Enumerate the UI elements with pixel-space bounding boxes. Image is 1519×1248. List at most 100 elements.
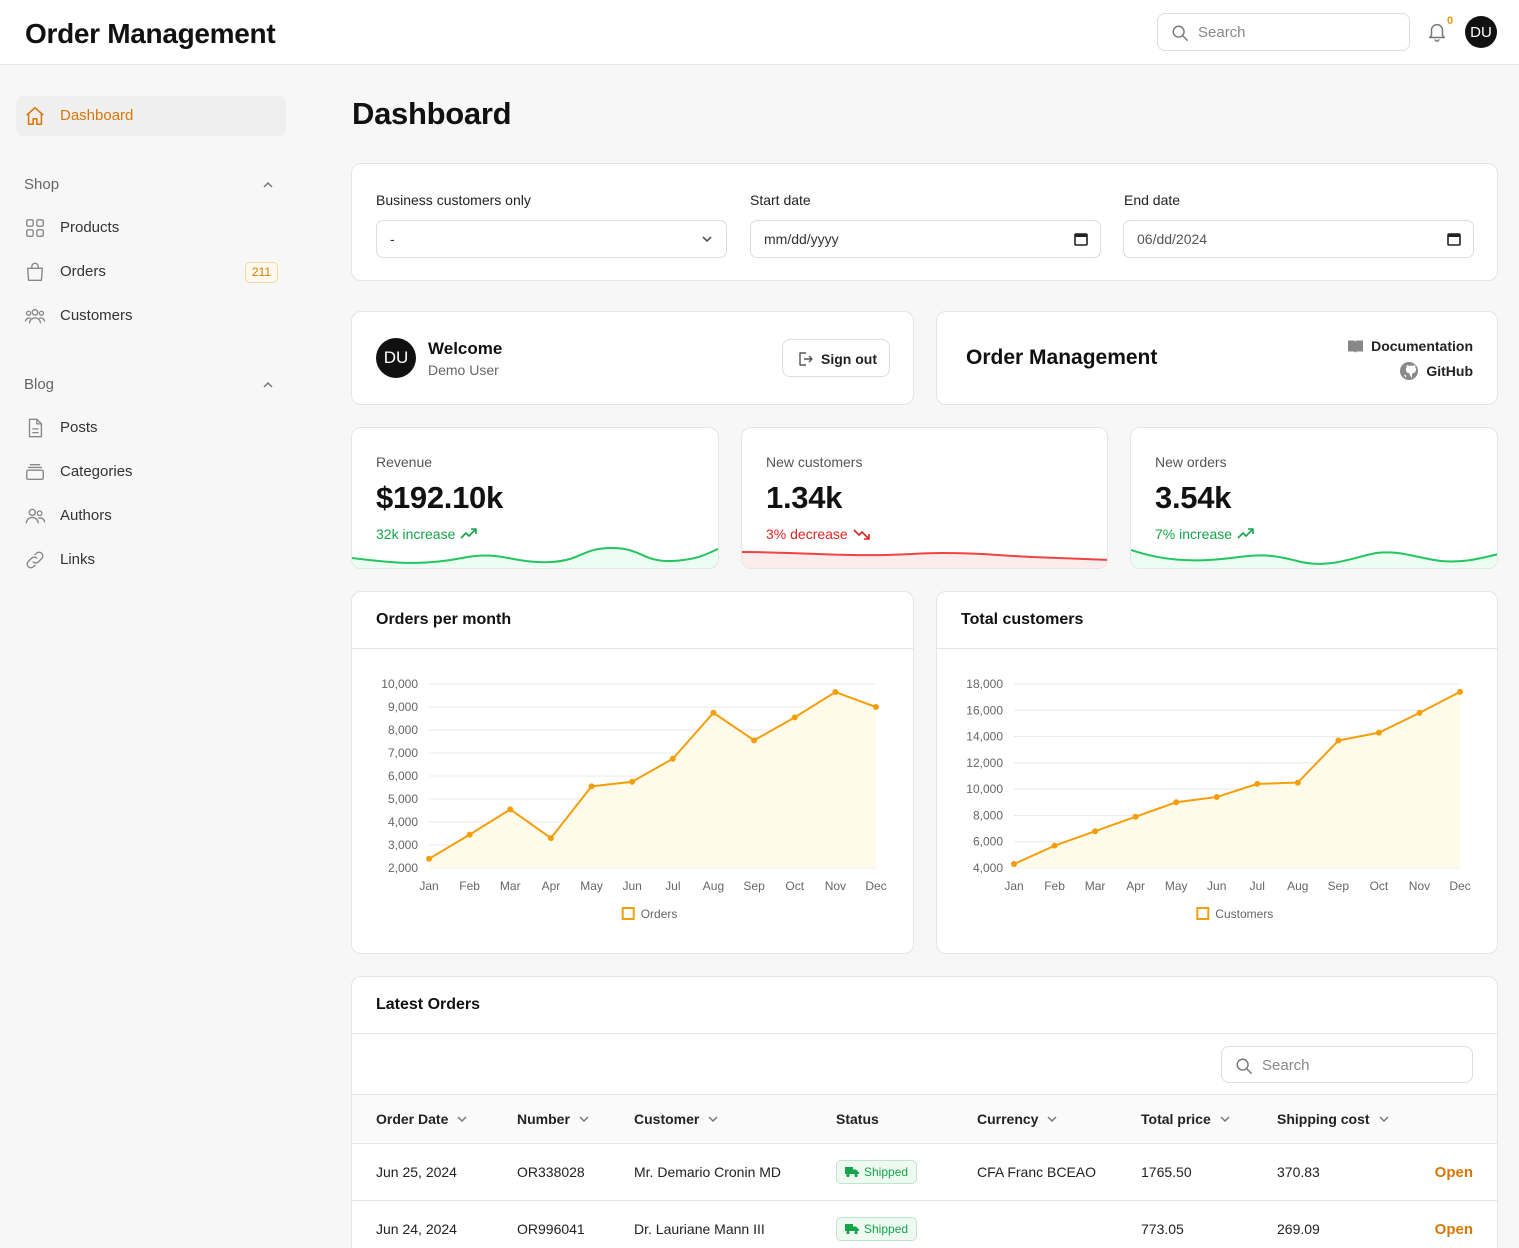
orders-search-input[interactable]	[1262, 1055, 1462, 1075]
sidebar-item-categories[interactable]: Categories	[16, 452, 286, 492]
truck-icon	[845, 1224, 859, 1235]
sign-out-button[interactable]: Sign out	[782, 339, 890, 377]
column-currency[interactable]: Currency	[977, 1111, 1058, 1127]
table-row[interactable]: Jun 24, 2024 OR996041 Dr. Lauriane Mann …	[352, 1201, 1497, 1248]
sidebar-item-label: Orders	[60, 263, 106, 280]
end-date-input[interactable]: 06/dd/2024	[1123, 220, 1474, 258]
x-tick-label: Mar	[500, 879, 521, 893]
stat-label: Revenue	[376, 454, 433, 470]
trend-down-icon	[853, 529, 870, 540]
x-tick-label: Apr	[1126, 879, 1145, 893]
sidebar-item-customers[interactable]: Customers	[16, 296, 286, 336]
sidebar-item-dashboard[interactable]: Dashboard	[16, 96, 286, 136]
data-point	[710, 709, 717, 716]
business-filter-select[interactable]: -	[376, 220, 727, 258]
series-area	[1014, 691, 1460, 868]
sidebar-item-links[interactable]: Links	[16, 540, 286, 580]
x-tick-label: Sep	[743, 879, 765, 893]
chevron-down-icon	[708, 1116, 718, 1123]
chevron-down-icon	[1220, 1116, 1230, 1123]
github-link[interactable]: GitHub	[1399, 361, 1473, 381]
orders-search[interactable]	[1221, 1046, 1473, 1083]
data-point	[466, 831, 473, 838]
bell-icon[interactable]	[1426, 21, 1448, 43]
sidebar-item-products[interactable]: Products	[16, 208, 286, 248]
table-row[interactable]: Jun 25, 2024 OR338028 Mr. Demario Cronin…	[352, 1144, 1497, 1201]
sidebar-item-label: Dashboard	[60, 107, 134, 124]
column-customer[interactable]: Customer	[634, 1111, 719, 1127]
x-tick-label: Dec	[1449, 879, 1470, 893]
data-point	[1416, 709, 1423, 716]
chevron-down-icon	[1047, 1116, 1057, 1123]
legend-swatch	[1196, 907, 1210, 920]
y-tick-label: 4,000	[388, 815, 418, 829]
end-date-label: End date	[1124, 192, 1181, 208]
business-filter-label: Business customers only	[376, 192, 531, 208]
search-icon	[1172, 25, 1188, 41]
sidebar-item-label: Authors	[60, 507, 112, 524]
column-order-date[interactable]: Order Date	[376, 1111, 468, 1127]
sidebar-item-label: Links	[60, 551, 96, 568]
sidebar-item-posts[interactable]: Posts	[16, 408, 286, 448]
start-date-input[interactable]: mm/dd/yyyy	[750, 220, 1101, 258]
documentation-link[interactable]: Documentation	[1347, 338, 1473, 354]
stat-label: New customers	[766, 454, 863, 470]
sign-out-icon	[799, 352, 813, 366]
data-point	[1294, 779, 1301, 786]
sidebar-item-orders[interactable]: Orders 211	[16, 252, 286, 292]
stat-value: 1.34k	[766, 480, 843, 515]
start-date-value: mm/dd/yyyy	[764, 231, 839, 247]
column-shipping-cost[interactable]: Shipping cost	[1277, 1111, 1390, 1127]
column-number[interactable]: Number	[517, 1111, 590, 1127]
sidebar: Dashboard Shop Products Orders 211 Custo…	[0, 65, 302, 1248]
legend-label: Orders	[641, 907, 678, 921]
truck-icon	[845, 1167, 859, 1178]
column-total-price[interactable]: Total price	[1141, 1111, 1231, 1127]
user-group-icon	[25, 508, 46, 524]
x-tick-label: Oct	[785, 879, 804, 893]
user-avatar[interactable]: DU	[1465, 16, 1497, 48]
sidebar-group-shop[interactable]: Shop	[24, 176, 278, 193]
x-tick-label: Jun	[1207, 879, 1226, 893]
x-tick-label: Jun	[623, 879, 642, 893]
chevron-down-icon	[1379, 1116, 1389, 1123]
link-icon	[26, 551, 44, 569]
calendar-icon[interactable]	[1074, 232, 1088, 246]
data-point	[751, 737, 758, 744]
cell-customer: Dr. Lauriane Mann III	[634, 1221, 765, 1237]
chevron-down-icon	[457, 1116, 467, 1123]
search-icon	[1236, 1058, 1252, 1074]
global-search[interactable]	[1157, 13, 1410, 51]
stat-delta-text: 32k increase	[376, 526, 456, 542]
y-tick-label: 10,000	[381, 677, 418, 691]
global-search-input[interactable]	[1198, 22, 1398, 42]
brand-title: Order Management	[966, 346, 1158, 369]
data-point	[1457, 688, 1463, 695]
open-order-link[interactable]: Open	[1434, 1164, 1473, 1181]
filters-card: Business customers only - Start date mm/…	[351, 163, 1498, 281]
series-line	[428, 690, 877, 860]
legend-label: Customers	[1215, 907, 1273, 921]
data-point	[1173, 799, 1180, 806]
stat-delta: 7% increase	[1155, 526, 1255, 542]
stat-label: New orders	[1155, 454, 1227, 470]
y-tick-label: 2,000	[388, 861, 418, 875]
data-point	[791, 714, 798, 721]
chevron-up-icon	[263, 181, 273, 188]
chevron-up-icon	[263, 381, 273, 388]
x-tick-label: Jan	[1004, 879, 1023, 893]
sidebar-item-label: Products	[60, 219, 120, 236]
open-order-link[interactable]: Open	[1434, 1221, 1473, 1238]
x-tick-label: Aug	[703, 879, 724, 893]
cell-shipping-cost: 370.83	[1277, 1164, 1320, 1180]
status-text: Shipped	[864, 1165, 909, 1179]
cell-number: OR996041	[517, 1221, 585, 1237]
top-bar: Order Management 0 DU	[0, 0, 1519, 65]
sidebar-item-authors[interactable]: Authors	[16, 496, 286, 536]
sidebar-group-blog[interactable]: Blog	[24, 376, 278, 393]
calendar-icon[interactable]	[1447, 232, 1461, 246]
business-filter-value: -	[390, 231, 395, 247]
page-title: Dashboard	[352, 96, 512, 131]
x-tick-label: May	[1165, 879, 1188, 893]
column-label: Status	[836, 1111, 879, 1127]
